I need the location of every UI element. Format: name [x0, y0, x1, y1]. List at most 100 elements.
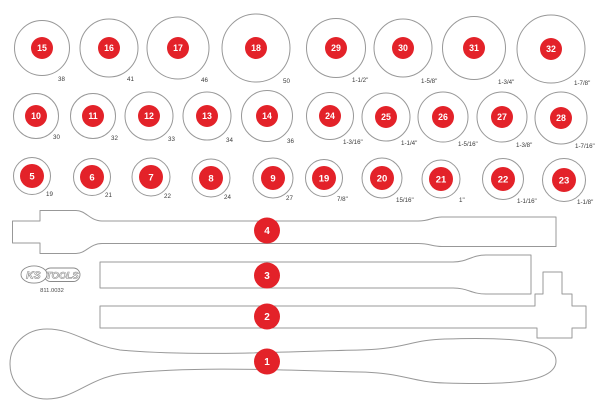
- socket-position-dot-29: [325, 37, 347, 59]
- socket-position-dot-8: [199, 166, 223, 190]
- socket-number-28: 28: [556, 113, 566, 123]
- logo-part-number: 811.0032: [40, 288, 64, 294]
- socket-position-dot-13: [196, 105, 218, 127]
- socket-size-label-22: 1-1/16": [517, 198, 537, 205]
- socket-number-31: 31: [469, 43, 479, 53]
- socket-number-12: 12: [144, 111, 154, 121]
- socket-position-dot-9: [261, 166, 285, 190]
- socket-number-22: 22: [498, 174, 509, 185]
- socket-position-dot-24: [319, 105, 341, 127]
- socket-size-label-13: 34: [226, 137, 233, 144]
- socket-position-dot-7: [139, 165, 163, 189]
- socket-number-29: 29: [331, 43, 341, 53]
- socket-size-label-9: 27: [286, 195, 293, 202]
- socket-position-dot-27: [491, 106, 513, 128]
- socket-size-label-6: 21: [105, 192, 112, 199]
- socket-position-dot-32: [540, 38, 562, 60]
- socket-position-dot-25: [375, 106, 397, 128]
- socket-size-label-16: 41: [127, 76, 134, 83]
- socket-number-5: 5: [29, 171, 35, 182]
- socket-number-16: 16: [104, 43, 114, 53]
- socket-size-label-12: 33: [168, 136, 175, 143]
- socket-number-32: 32: [546, 44, 556, 54]
- ratchet-cutout: [9, 328, 557, 400]
- socket-size-label-19: 7/8": [337, 196, 348, 203]
- socket-size-label-7: 22: [164, 193, 171, 200]
- handle-cutout: [12, 210, 557, 254]
- tool-position-dot-2: [254, 303, 280, 330]
- socket-size-label-23: 1-1/8": [577, 199, 593, 206]
- socket-position-dot-30: [392, 37, 414, 59]
- socket-size-label-31: 1-3/4": [498, 79, 514, 86]
- socket-number-11: 11: [88, 111, 97, 121]
- socket-size-label-24: 1-3/16": [343, 139, 363, 146]
- socket-position-dot-5: [20, 164, 44, 188]
- tool-position-dot-4: [254, 217, 280, 244]
- socket-number-14: 14: [262, 111, 272, 121]
- socket-size-label-28: 1-7/16": [575, 143, 595, 150]
- extension-adapter-cutout: [99, 271, 587, 339]
- socket-number-27: 27: [497, 112, 507, 122]
- tool-number-2: 2: [264, 312, 270, 323]
- tool-position-dot-1: [254, 348, 280, 375]
- ks-tools-logo: KS TOOLS 811.0032: [20, 265, 81, 294]
- socket-size-label-8: 24: [224, 194, 231, 201]
- socket-number-30: 30: [398, 43, 408, 53]
- socket-size-label-15: 38: [58, 76, 65, 83]
- socket-size-label-11: 32: [111, 135, 118, 142]
- socket-size-label-26: 1-5/16": [458, 141, 478, 148]
- socket-position-dot-6: [80, 165, 104, 189]
- socket-size-label-5: 19: [46, 191, 53, 198]
- socket-size-label-25: 1-1/4": [401, 140, 417, 147]
- extension-long-cutout: [99, 254, 532, 295]
- tool-number-1: 1: [264, 357, 270, 368]
- socket-position-dot-22: [491, 167, 515, 191]
- socket-size-label-32: 1-7/8": [574, 80, 590, 87]
- socket-size-label-21: 1": [459, 197, 465, 204]
- socket-position-dot-19: [312, 166, 336, 190]
- socket-number-20: 20: [377, 173, 388, 184]
- socket-number-18: 18: [251, 43, 261, 53]
- socket-position-dot-18: [245, 37, 267, 59]
- socket-position-dot-17: [167, 37, 189, 59]
- socket-number-8: 8: [208, 173, 213, 184]
- socket-position-dot-16: [98, 37, 120, 59]
- socket-number-15: 15: [37, 43, 47, 53]
- tool-position-dot-3: [254, 262, 280, 289]
- socket-number-24: 24: [325, 111, 335, 121]
- socket-position-dot-20: [370, 166, 394, 190]
- socket-size-label-17: 46: [201, 77, 208, 84]
- socket-number-17: 17: [173, 43, 183, 53]
- socket-position-dot-31: [463, 37, 485, 59]
- tool-number-4: 4: [264, 226, 270, 237]
- socket-number-6: 6: [89, 172, 94, 183]
- socket-number-19: 19: [319, 173, 330, 184]
- socket-size-label-27: 1-3/8": [516, 142, 532, 149]
- socket-number-10: 10: [31, 111, 41, 121]
- socket-size-label-14: 36: [287, 138, 294, 145]
- socket-size-label-10: 30: [53, 134, 60, 141]
- socket-position-dot-14: [256, 105, 278, 127]
- socket-number-26: 26: [438, 112, 448, 122]
- tool-number-3: 3: [264, 271, 270, 282]
- socket-position-dot-10: [25, 105, 47, 127]
- socket-number-21: 21: [436, 174, 447, 185]
- socket-size-label-29: 1-1/2": [352, 77, 368, 84]
- logo-ks-text: KS: [26, 270, 41, 282]
- socket-position-dot-12: [138, 105, 160, 127]
- socket-size-label-20: 15/16": [396, 197, 414, 204]
- socket-position-dot-23: [552, 168, 576, 192]
- socket-number-25: 25: [381, 112, 391, 122]
- socket-number-13: 13: [202, 111, 212, 121]
- logo-tools-text: TOOLS: [46, 271, 79, 282]
- logo-ks-oval: [20, 265, 48, 284]
- socket-position-dot-15: [31, 37, 53, 59]
- socket-size-label-18: 50: [283, 78, 290, 85]
- socket-number-7: 7: [148, 172, 153, 183]
- socket-number-9: 9: [270, 173, 275, 184]
- socket-position-dot-21: [429, 167, 453, 191]
- socket-position-dot-28: [550, 107, 572, 129]
- socket-number-23: 23: [559, 175, 570, 186]
